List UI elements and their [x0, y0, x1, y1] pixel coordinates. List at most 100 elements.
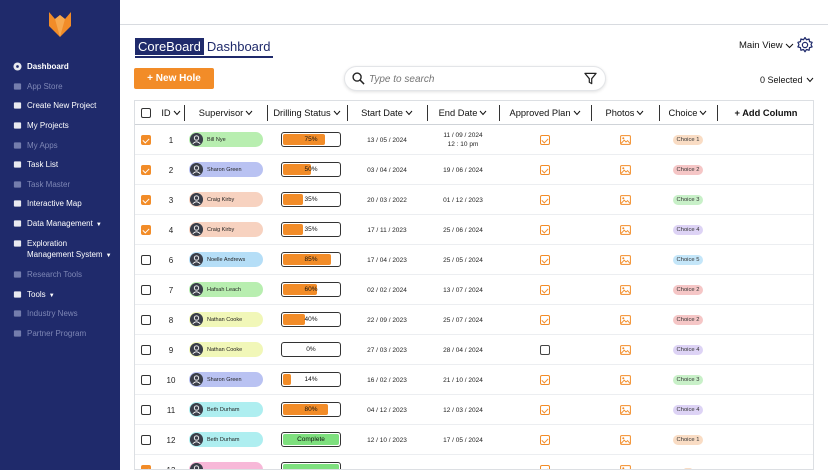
table-row[interactable]: 13: [135, 455, 813, 470]
row-checkbox[interactable]: [141, 405, 151, 415]
choice-cell[interactable]: Choice 5: [659, 245, 717, 275]
column-header-id[interactable]: ID: [157, 101, 185, 125]
supervisor-chip[interactable]: Sharon Green: [189, 372, 263, 387]
sidebar-item-my-projects[interactable]: My Projects: [0, 120, 120, 131]
add-column-button[interactable]: + Add Column: [717, 101, 813, 125]
table-row[interactable]: 9 Nathan Cooke 0% 27 / 03 / 2023 28 / 04 / 2…: [135, 335, 813, 365]
choice-cell[interactable]: Choice 1: [659, 125, 717, 155]
column-separator[interactable]: [591, 105, 592, 121]
row-checkbox[interactable]: [141, 135, 151, 145]
sidebar-item-task-list[interactable]: Task List: [0, 159, 120, 170]
new-hole-button[interactable]: + New Hole: [134, 68, 214, 89]
row-checkbox[interactable]: [141, 225, 151, 235]
column-separator[interactable]: [499, 105, 500, 121]
row-checkbox[interactable]: [141, 315, 151, 325]
approved-plan-checkbox[interactable]: [540, 285, 550, 295]
approved-plan-checkbox[interactable]: [540, 375, 550, 385]
image-icon[interactable]: [619, 315, 631, 325]
table-row[interactable]: 3 Craig Kirby 35% 20 / 03 / 2022 01 / 12 / 2…: [135, 185, 813, 215]
sidebar-item-data-management[interactable]: Data Management ▼: [0, 218, 120, 231]
supervisor-chip[interactable]: Nathan Cooke: [189, 342, 263, 357]
image-icon[interactable]: [619, 285, 631, 295]
column-header-drilling-status[interactable]: Drilling Status: [267, 101, 347, 125]
approved-plan-checkbox[interactable]: [540, 255, 550, 265]
supervisor-chip[interactable]: Nathan Cooke: [189, 312, 263, 327]
column-header-photos[interactable]: Photos: [591, 101, 659, 125]
column-header-choice[interactable]: Choice: [659, 101, 717, 125]
choice-cell[interactable]: Choice 2: [659, 305, 717, 335]
image-icon[interactable]: [619, 465, 631, 470]
table-row[interactable]: 8 Nathan Cooke 40% 22 / 09 / 2023 25 / 07 / …: [135, 305, 813, 335]
image-icon[interactable]: [619, 135, 631, 145]
row-checkbox[interactable]: [141, 255, 151, 265]
search-input[interactable]: [369, 71, 569, 87]
table-row[interactable]: 10 Sharon Green 14% 16 / 02 / 2023 21 / 10 /…: [135, 365, 813, 395]
approved-plan-checkbox[interactable]: [540, 405, 550, 415]
row-checkbox[interactable]: [141, 345, 151, 355]
table-row[interactable]: 1 Bill Nye 75% 13 / 05 / 2024 11 / 09 / 2024…: [135, 125, 813, 155]
column-header-start-date[interactable]: Start Date: [347, 101, 427, 125]
choice-cell[interactable]: Choice 1: [659, 425, 717, 455]
row-checkbox[interactable]: [141, 465, 151, 469]
table-row[interactable]: 7 Hafsah Leach 60% 02 / 02 / 2024 13 / 07 / …: [135, 275, 813, 305]
table-row[interactable]: 4 Craig Kirby 35% 17 / 11 / 2023 25 / 06 / 2…: [135, 215, 813, 245]
row-checkbox[interactable]: [141, 165, 151, 175]
supervisor-chip[interactable]: Craig Kirby: [189, 192, 263, 207]
choice-cell[interactable]: Choice 4: [659, 335, 717, 365]
column-separator[interactable]: [659, 105, 660, 121]
main-view-dropdown[interactable]: Main View: [739, 40, 794, 51]
approved-plan-checkbox[interactable]: [540, 165, 550, 175]
column-separator[interactable]: [184, 105, 185, 121]
column-separator[interactable]: [267, 105, 268, 121]
column-header-end-date[interactable]: End Date: [427, 101, 499, 125]
column-separator[interactable]: [717, 105, 718, 121]
select-all-checkbox[interactable]: [141, 108, 151, 118]
sidebar-item-create-new-project[interactable]: Create New Project: [0, 100, 120, 111]
supervisor-chip[interactable]: Craig Kirby: [189, 222, 263, 237]
image-icon[interactable]: [619, 165, 631, 175]
row-checkbox[interactable]: [141, 195, 151, 205]
supervisor-chip[interactable]: Bill Nye: [189, 132, 263, 147]
gear-icon[interactable]: [796, 36, 814, 54]
approved-plan-checkbox[interactable]: [540, 225, 550, 235]
image-icon[interactable]: [619, 405, 631, 415]
supervisor-chip[interactable]: [189, 462, 263, 469]
image-icon[interactable]: [619, 195, 631, 205]
approved-plan-checkbox[interactable]: [540, 315, 550, 325]
choice-cell[interactable]: Choice 2: [659, 155, 717, 185]
image-icon[interactable]: [619, 255, 631, 265]
column-header-supervisor[interactable]: Supervisor: [185, 101, 267, 125]
table-row[interactable]: 11 Beth Durham 80% 04 / 12 / 2023 12 / 03 / …: [135, 395, 813, 425]
table-row[interactable]: 6 Noelle Andrews 85% 17 / 04 / 2023 25 / 05 …: [135, 245, 813, 275]
row-checkbox[interactable]: [141, 435, 151, 445]
column-separator[interactable]: [347, 105, 348, 121]
approved-plan-checkbox[interactable]: [540, 195, 550, 205]
sidebar-item-partner-program[interactable]: Partner Program: [0, 328, 120, 339]
selected-count[interactable]: 0 Selected: [760, 75, 814, 85]
sidebar-item-my-apps[interactable]: My Apps: [0, 140, 120, 151]
sidebar-item-dashboard[interactable]: Dashboard: [0, 61, 120, 72]
choice-cell[interactable]: Choice 3: [659, 185, 717, 215]
row-checkbox[interactable]: [141, 285, 151, 295]
supervisor-chip[interactable]: Sharon Green: [189, 162, 263, 177]
choice-cell[interactable]: Choice 3: [659, 365, 717, 395]
sidebar-item-app-store[interactable]: App Store: [0, 81, 120, 92]
image-icon[interactable]: [619, 375, 631, 385]
image-icon[interactable]: [619, 225, 631, 235]
choice-cell[interactable]: Choice 2: [659, 275, 717, 305]
filter-icon[interactable]: [584, 72, 597, 85]
sidebar-item-tools[interactable]: Tools ▼: [0, 289, 120, 302]
sidebar-item-interactive-map[interactable]: Interactive Map: [0, 198, 120, 209]
sidebar-item-research-tools[interactable]: Research Tools: [0, 269, 120, 280]
approved-plan-checkbox[interactable]: [540, 345, 550, 355]
supervisor-chip[interactable]: Hafsah Leach: [189, 282, 263, 297]
sidebar-item-task-master[interactable]: Task Master: [0, 179, 120, 190]
approved-plan-checkbox[interactable]: [540, 465, 550, 469]
choice-cell[interactable]: [659, 455, 717, 469]
approved-plan-checkbox[interactable]: [540, 135, 550, 145]
supervisor-chip[interactable]: Beth Durham: [189, 402, 263, 417]
table-row[interactable]: 12 Beth Durham Complete 12 / 10 / 2023 17 / …: [135, 425, 813, 455]
table-row[interactable]: 2 Sharon Green 50% 03 / 04 / 2024 19 / 06 / …: [135, 155, 813, 185]
sidebar-item-industry-news[interactable]: Industry News: [0, 308, 120, 319]
column-separator[interactable]: [427, 105, 428, 121]
